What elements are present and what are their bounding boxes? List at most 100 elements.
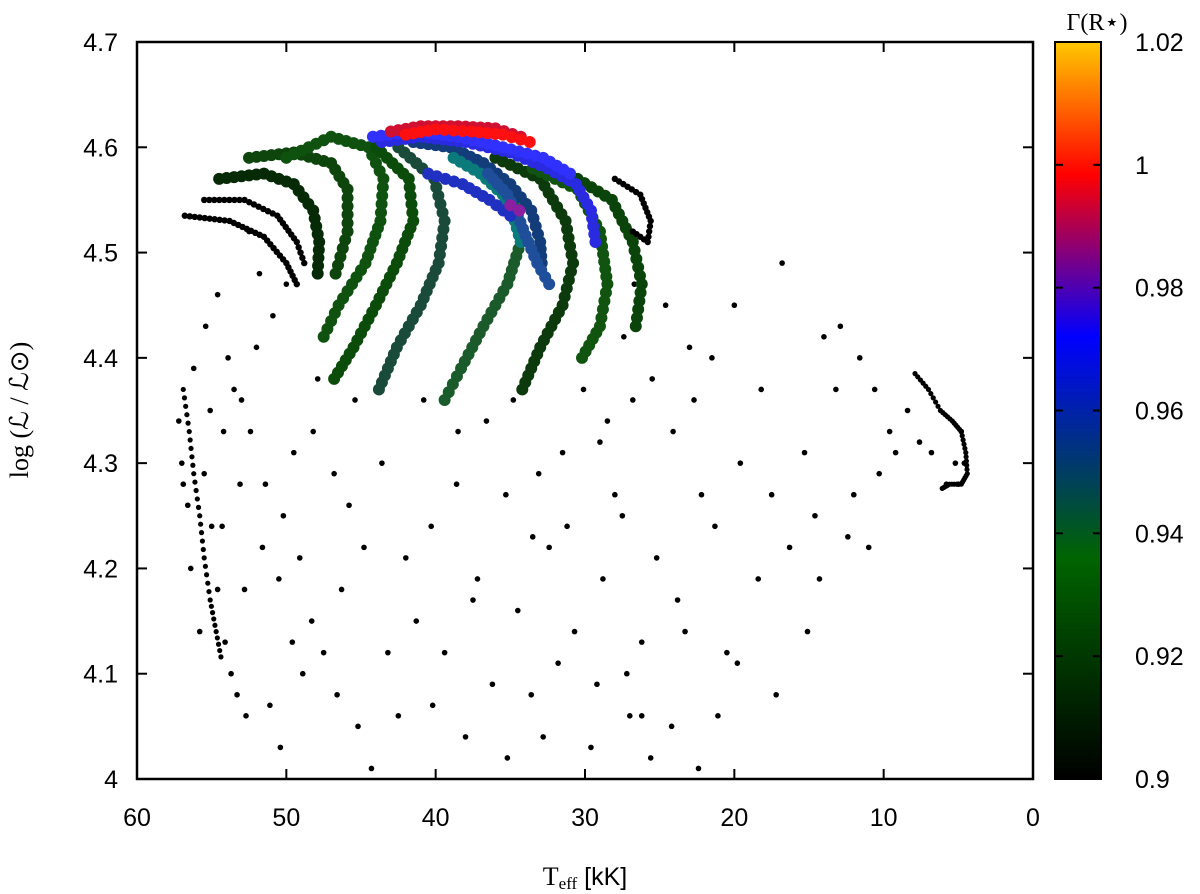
scatter-point xyxy=(247,428,254,435)
scatter-point xyxy=(413,618,420,624)
scatter-point-left-edge xyxy=(217,647,223,654)
scatter-point xyxy=(724,649,730,656)
scatter-point xyxy=(259,544,266,551)
scatter-point xyxy=(624,670,630,677)
scatter-point xyxy=(238,397,245,403)
scatter-point-right-hook xyxy=(963,450,969,456)
x-tick-label: 20 xyxy=(720,804,748,832)
scatter-point xyxy=(253,344,260,351)
scatter-point-left-edge xyxy=(212,622,218,628)
scatter-point xyxy=(403,555,409,561)
scatter-point-right-hook xyxy=(964,466,970,473)
colorbar-title: Γ(R⋆) xyxy=(1067,10,1128,36)
scatter-point xyxy=(580,386,587,393)
scatter-point-track-b xyxy=(295,244,302,251)
scatter-point xyxy=(214,291,221,298)
colorbar-tick-label: 1 xyxy=(1135,152,1149,180)
scatter-point-track-n xyxy=(589,236,602,249)
scatter-point-track-l xyxy=(646,228,653,235)
scatter-point xyxy=(256,270,263,277)
scatter-point xyxy=(604,418,611,424)
x-axis-title-unit: [kK] xyxy=(577,863,627,891)
scatter-point xyxy=(698,491,705,498)
x-axis-title-main: T xyxy=(543,862,559,891)
scatter-point xyxy=(865,544,872,551)
scatter-point-track-a xyxy=(196,214,203,221)
scatter-point-left-edge xyxy=(211,616,217,622)
scatter-point xyxy=(280,512,287,519)
scatter-point-track-h xyxy=(438,393,451,406)
scatter-point-left-edge xyxy=(187,437,193,443)
scatter-point xyxy=(176,418,182,424)
scatter-point-left-edge xyxy=(213,629,219,635)
scatter-point xyxy=(670,428,676,435)
scatter-point xyxy=(668,723,675,730)
scatter-point xyxy=(234,691,240,698)
colorbar-tick-label: 0.94 xyxy=(1135,520,1184,548)
scatter-point xyxy=(231,386,237,393)
scatter-point-track-b xyxy=(226,196,233,204)
scatter-point xyxy=(559,449,566,456)
scatter-point xyxy=(535,470,542,477)
scatter-point-track-b xyxy=(297,249,304,256)
scatter-point-track-u xyxy=(429,123,442,136)
scatter-point xyxy=(310,428,317,435)
scatter-point-right-hook xyxy=(959,433,965,439)
scatter-point xyxy=(856,355,863,361)
scatter-point xyxy=(355,723,361,730)
scatter-point xyxy=(627,713,633,719)
scatter-point xyxy=(320,649,327,656)
scatter-point xyxy=(564,523,570,530)
scatter-point xyxy=(241,586,248,593)
scatter-point xyxy=(420,397,427,403)
scatter-point-left-edge xyxy=(201,555,207,561)
scatter-point-track-u xyxy=(438,123,451,136)
y-tick-label: 4.5 xyxy=(83,240,118,268)
scatter-point xyxy=(201,470,207,477)
scatter-point xyxy=(515,607,521,614)
scatter-points xyxy=(176,120,970,772)
scatter-point-right-hook xyxy=(960,437,966,443)
scatter-point-left-edge xyxy=(218,654,224,660)
scatter-point-track-b xyxy=(299,254,306,262)
scatter-point xyxy=(871,386,878,393)
x-axis-title: Teff [kK] xyxy=(543,862,627,893)
scatter-point-left-edge xyxy=(195,504,202,510)
scatter-point xyxy=(612,491,618,498)
scatter-point-left-edge xyxy=(192,479,198,485)
scatter-point-track-e xyxy=(317,330,330,343)
scatter-point-left-edge xyxy=(214,635,220,641)
scatter-point xyxy=(489,681,496,688)
scatter-point-left-edge xyxy=(202,563,208,569)
scatter-point-left-edge xyxy=(194,496,200,502)
scatter-point xyxy=(892,449,899,456)
scatter-point xyxy=(851,491,857,498)
scatter-point xyxy=(299,670,306,677)
scatter-point-right-hook xyxy=(933,399,939,405)
colorbar-tick-label: 0.92 xyxy=(1135,643,1184,671)
scatter-point-right-hook xyxy=(963,458,969,464)
scatter-point-right-hook xyxy=(925,386,932,393)
scatter-point-track-b xyxy=(231,196,238,204)
scatter-point-track-a xyxy=(293,280,300,288)
scatter-point xyxy=(886,428,893,435)
scatter-point-track-s xyxy=(513,204,526,217)
scatter-point xyxy=(483,418,490,424)
scatter-point-left-edge xyxy=(198,530,205,536)
scatter-point-left-edge xyxy=(205,580,211,586)
scatter-point-left-edge xyxy=(181,395,188,401)
scatter-point-right-hook xyxy=(961,441,967,447)
scatter-point-right-hook xyxy=(963,454,969,460)
scatter-point-right-hook xyxy=(935,403,941,409)
scatter-point xyxy=(801,449,808,456)
x-tick-label: 60 xyxy=(123,804,151,832)
scatter-point xyxy=(455,428,461,435)
x-tick-label: 50 xyxy=(272,804,300,832)
scatter-point xyxy=(662,302,669,309)
scatter-point xyxy=(755,576,762,582)
scatter-point-track-d xyxy=(341,191,354,204)
scatter-point xyxy=(649,376,655,382)
scatter-point xyxy=(379,460,385,466)
scatter-point xyxy=(308,618,315,624)
